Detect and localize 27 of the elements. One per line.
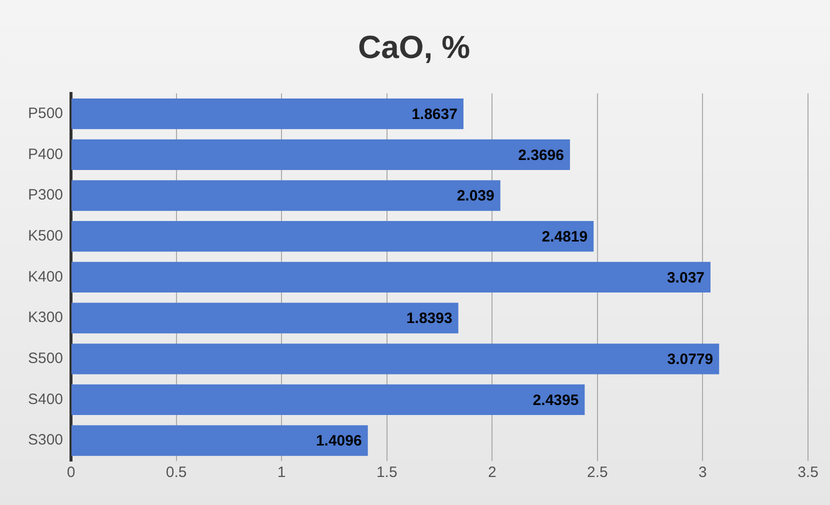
- x-tick-label: 0: [66, 464, 76, 482]
- data-label: 2.4819: [542, 228, 588, 246]
- data-label: 2.4395: [532, 392, 579, 409]
- y-tick-label: K300: [28, 309, 64, 326]
- x-tick-label: 2: [488, 464, 496, 482]
- x-tick-label: 3: [698, 464, 707, 482]
- data-label: 3.0779: [667, 351, 714, 368]
- x-tick-label: 0.5: [166, 464, 187, 482]
- data-label: 3.037: [666, 269, 705, 286]
- x-tick-label: 2.5: [587, 464, 608, 482]
- y-tick-label: S400: [28, 390, 64, 408]
- data-label: 2.3696: [518, 146, 564, 164]
- data-label: 1.8637: [412, 106, 458, 123]
- x-tick-label: 1: [277, 464, 286, 482]
- x-tick-label: 1.5: [376, 464, 398, 482]
- data-label: 2.039: [456, 188, 494, 205]
- y-tick-label: P500: [28, 104, 64, 122]
- y-tick-label: P300: [28, 186, 64, 204]
- y-tick-label: K400: [28, 268, 64, 286]
- y-tick-label: K500: [28, 227, 64, 244]
- chart-title: CaO, %: [358, 29, 470, 66]
- y-tick-label: P400: [28, 146, 64, 163]
- x-tick-label: 3.5: [798, 464, 818, 482]
- y-tick-label: S500: [28, 350, 64, 368]
- y-tick-label: S300: [28, 432, 64, 449]
- data-label: 1.4096: [316, 432, 362, 450]
- data-label: 1.8393: [406, 310, 452, 328]
